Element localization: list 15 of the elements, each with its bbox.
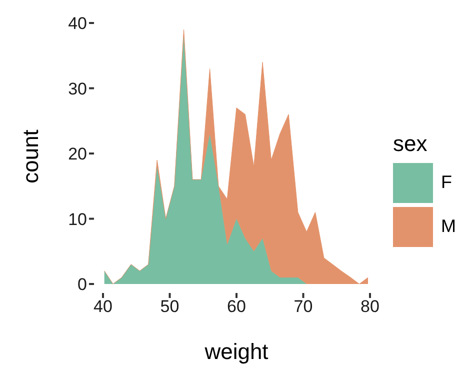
x-tick-label: 50 xyxy=(160,297,180,316)
legend-label: F xyxy=(441,172,452,193)
x-tick-label: 40 xyxy=(94,297,112,316)
legend-title: sex xyxy=(393,130,428,156)
y-tick-label: 30 xyxy=(68,79,87,98)
x-tick-label: 60 xyxy=(227,297,246,316)
y-axis-title: count xyxy=(18,130,43,184)
x-tick-label: 80 xyxy=(360,297,380,316)
y-tick-label: 20 xyxy=(68,144,87,164)
x-tick-label: 70 xyxy=(294,297,313,316)
y-tick-label: 10 xyxy=(68,210,87,229)
legend-label: M xyxy=(441,216,456,237)
y-tick-label: 40 xyxy=(68,14,87,34)
y-tick-label: 0 xyxy=(78,275,87,294)
x-axis-title: weight xyxy=(204,339,268,364)
